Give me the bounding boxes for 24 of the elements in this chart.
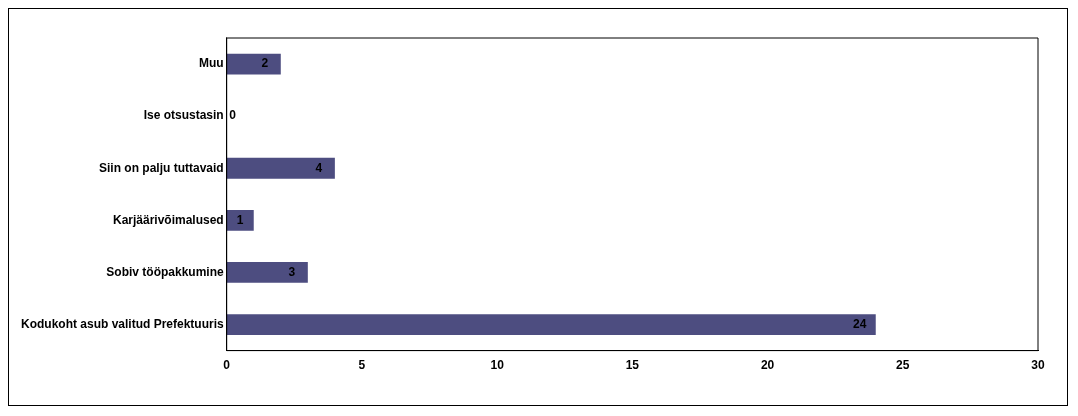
- bar: [226, 157, 335, 179]
- y-tick-label: Siin on palju tuttavaid: [99, 160, 224, 175]
- x-tick-label: 30: [1031, 358, 1045, 373]
- data-label: 1: [236, 212, 244, 227]
- bar: [226, 53, 281, 75]
- y-tick-label: Muu: [199, 56, 224, 71]
- x-tick-label: 0: [223, 358, 231, 373]
- x-tick-label: 20: [760, 358, 775, 373]
- y-tick-label: Karjäärivõimalused: [112, 212, 224, 227]
- y-tick-label: Ise otsustasin: [143, 108, 224, 123]
- y-tick-label: Sobiv tööpakkumine: [106, 264, 225, 279]
- data-label: 3: [288, 264, 296, 279]
- data-label: 24: [853, 316, 867, 331]
- x-tick-label: 5: [358, 358, 366, 373]
- bar: [226, 209, 254, 231]
- x-tick-label: 10: [490, 358, 505, 373]
- x-tick-label: 15: [625, 358, 640, 373]
- bar: [226, 314, 876, 335]
- data-label: 4: [315, 160, 323, 175]
- y-tick-label: Kodukoht asub valitud Prefektuuris: [20, 316, 225, 331]
- x-tick-label: 25: [896, 358, 910, 373]
- bar: [226, 262, 308, 283]
- data-label: 0: [229, 108, 237, 123]
- data-label: 2: [261, 56, 269, 71]
